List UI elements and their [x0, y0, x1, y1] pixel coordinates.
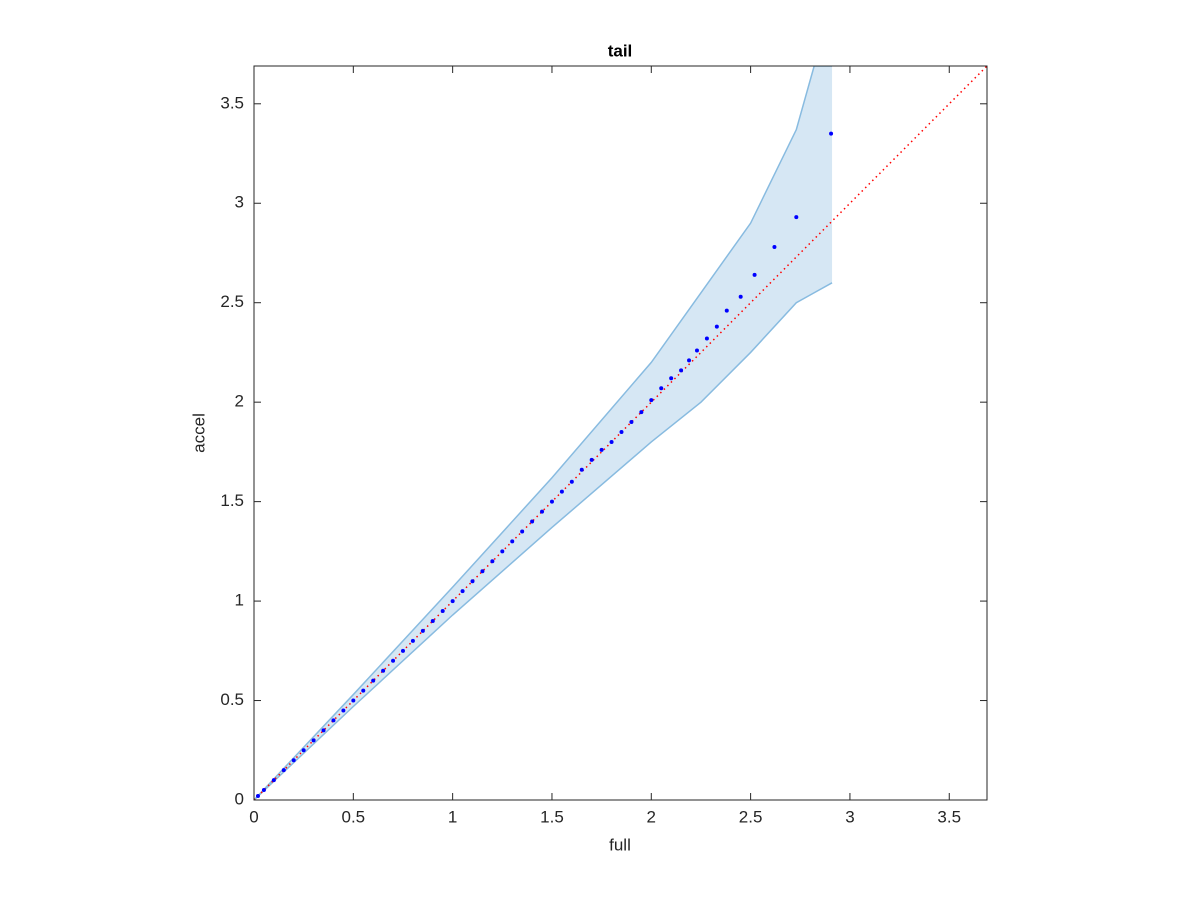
data-point	[549, 499, 554, 504]
axes: 0 0.5 1 1.5 2 2.5 3 3.5 0 0.5 1 1.5 2 2.5 3 3.5	[220, 65, 988, 826]
data-point	[510, 539, 515, 544]
axes-box	[253, 65, 988, 801]
data-point	[331, 718, 336, 723]
data-point	[361, 688, 366, 693]
data-point	[391, 658, 396, 663]
data-point	[440, 609, 445, 614]
data-point	[639, 410, 644, 415]
data-point	[530, 519, 535, 524]
data-point	[559, 489, 564, 494]
data-point	[261, 788, 266, 793]
y-tick-label: 2	[235, 392, 244, 411]
data-point	[694, 348, 699, 353]
data-point	[470, 579, 475, 584]
plot-area	[254, 66, 987, 800]
y-tick-label: 1.5	[220, 491, 244, 510]
data-point	[400, 648, 405, 653]
data-point	[410, 638, 415, 643]
data-point	[371, 678, 376, 683]
y-tick-label: 3	[235, 193, 244, 212]
y-tick-label: 2.5	[220, 292, 244, 311]
x-axis-label: full	[609, 835, 631, 854]
x-tick-label: 3.5	[937, 807, 961, 826]
data-point	[420, 628, 425, 633]
data-point	[609, 439, 614, 444]
band-edge	[254, 66, 833, 800]
data-point	[829, 131, 834, 136]
data-point	[714, 324, 719, 329]
data-point	[738, 294, 743, 299]
data-point	[669, 376, 674, 381]
data-point	[480, 569, 485, 574]
data-point	[520, 529, 525, 534]
x-tick-label: 2.5	[739, 807, 763, 826]
x-tick-label: 2	[647, 807, 656, 826]
y-tick-label: 3.5	[220, 93, 244, 112]
data-point	[351, 698, 356, 703]
x-tick-label: 3	[845, 807, 854, 826]
data-point	[490, 559, 495, 564]
data-point	[794, 215, 799, 220]
y-tick-label: 1	[235, 591, 244, 610]
confidence-band	[254, 66, 833, 800]
data-point	[724, 308, 729, 313]
y-axis-label: accel	[189, 413, 208, 453]
x-tick-label: 1	[448, 807, 457, 826]
data-point	[540, 509, 545, 514]
data-point	[649, 398, 654, 403]
data-point	[687, 358, 692, 363]
data-point	[321, 728, 326, 733]
data-point	[311, 738, 316, 743]
data-point	[772, 245, 777, 250]
data-point	[629, 420, 634, 425]
y-tick-label: 0	[235, 789, 244, 808]
y-tick-label: 0.5	[220, 690, 244, 709]
data-point	[271, 778, 276, 783]
data-point	[281, 768, 286, 773]
data-point	[291, 758, 296, 763]
band-edge	[254, 282, 833, 800]
data-point	[460, 589, 465, 594]
data-point	[599, 447, 604, 452]
data-point	[589, 457, 594, 462]
data-point	[430, 618, 435, 623]
chart-title: tail	[608, 41, 633, 60]
data-point	[679, 368, 684, 373]
data-point	[500, 549, 505, 554]
data-point	[301, 748, 306, 753]
data-point	[752, 272, 757, 277]
x-tick-label: 0	[249, 807, 258, 826]
data-point	[619, 430, 624, 435]
data-point	[381, 668, 386, 673]
data-point	[569, 479, 574, 484]
data-point	[704, 336, 709, 341]
x-tick-label: 0.5	[342, 807, 366, 826]
data-point	[450, 599, 455, 604]
data-point	[659, 386, 664, 391]
data-point	[579, 467, 584, 472]
data-point	[341, 708, 346, 713]
x-tick-label: 1.5	[540, 807, 564, 826]
data-point	[255, 794, 260, 799]
